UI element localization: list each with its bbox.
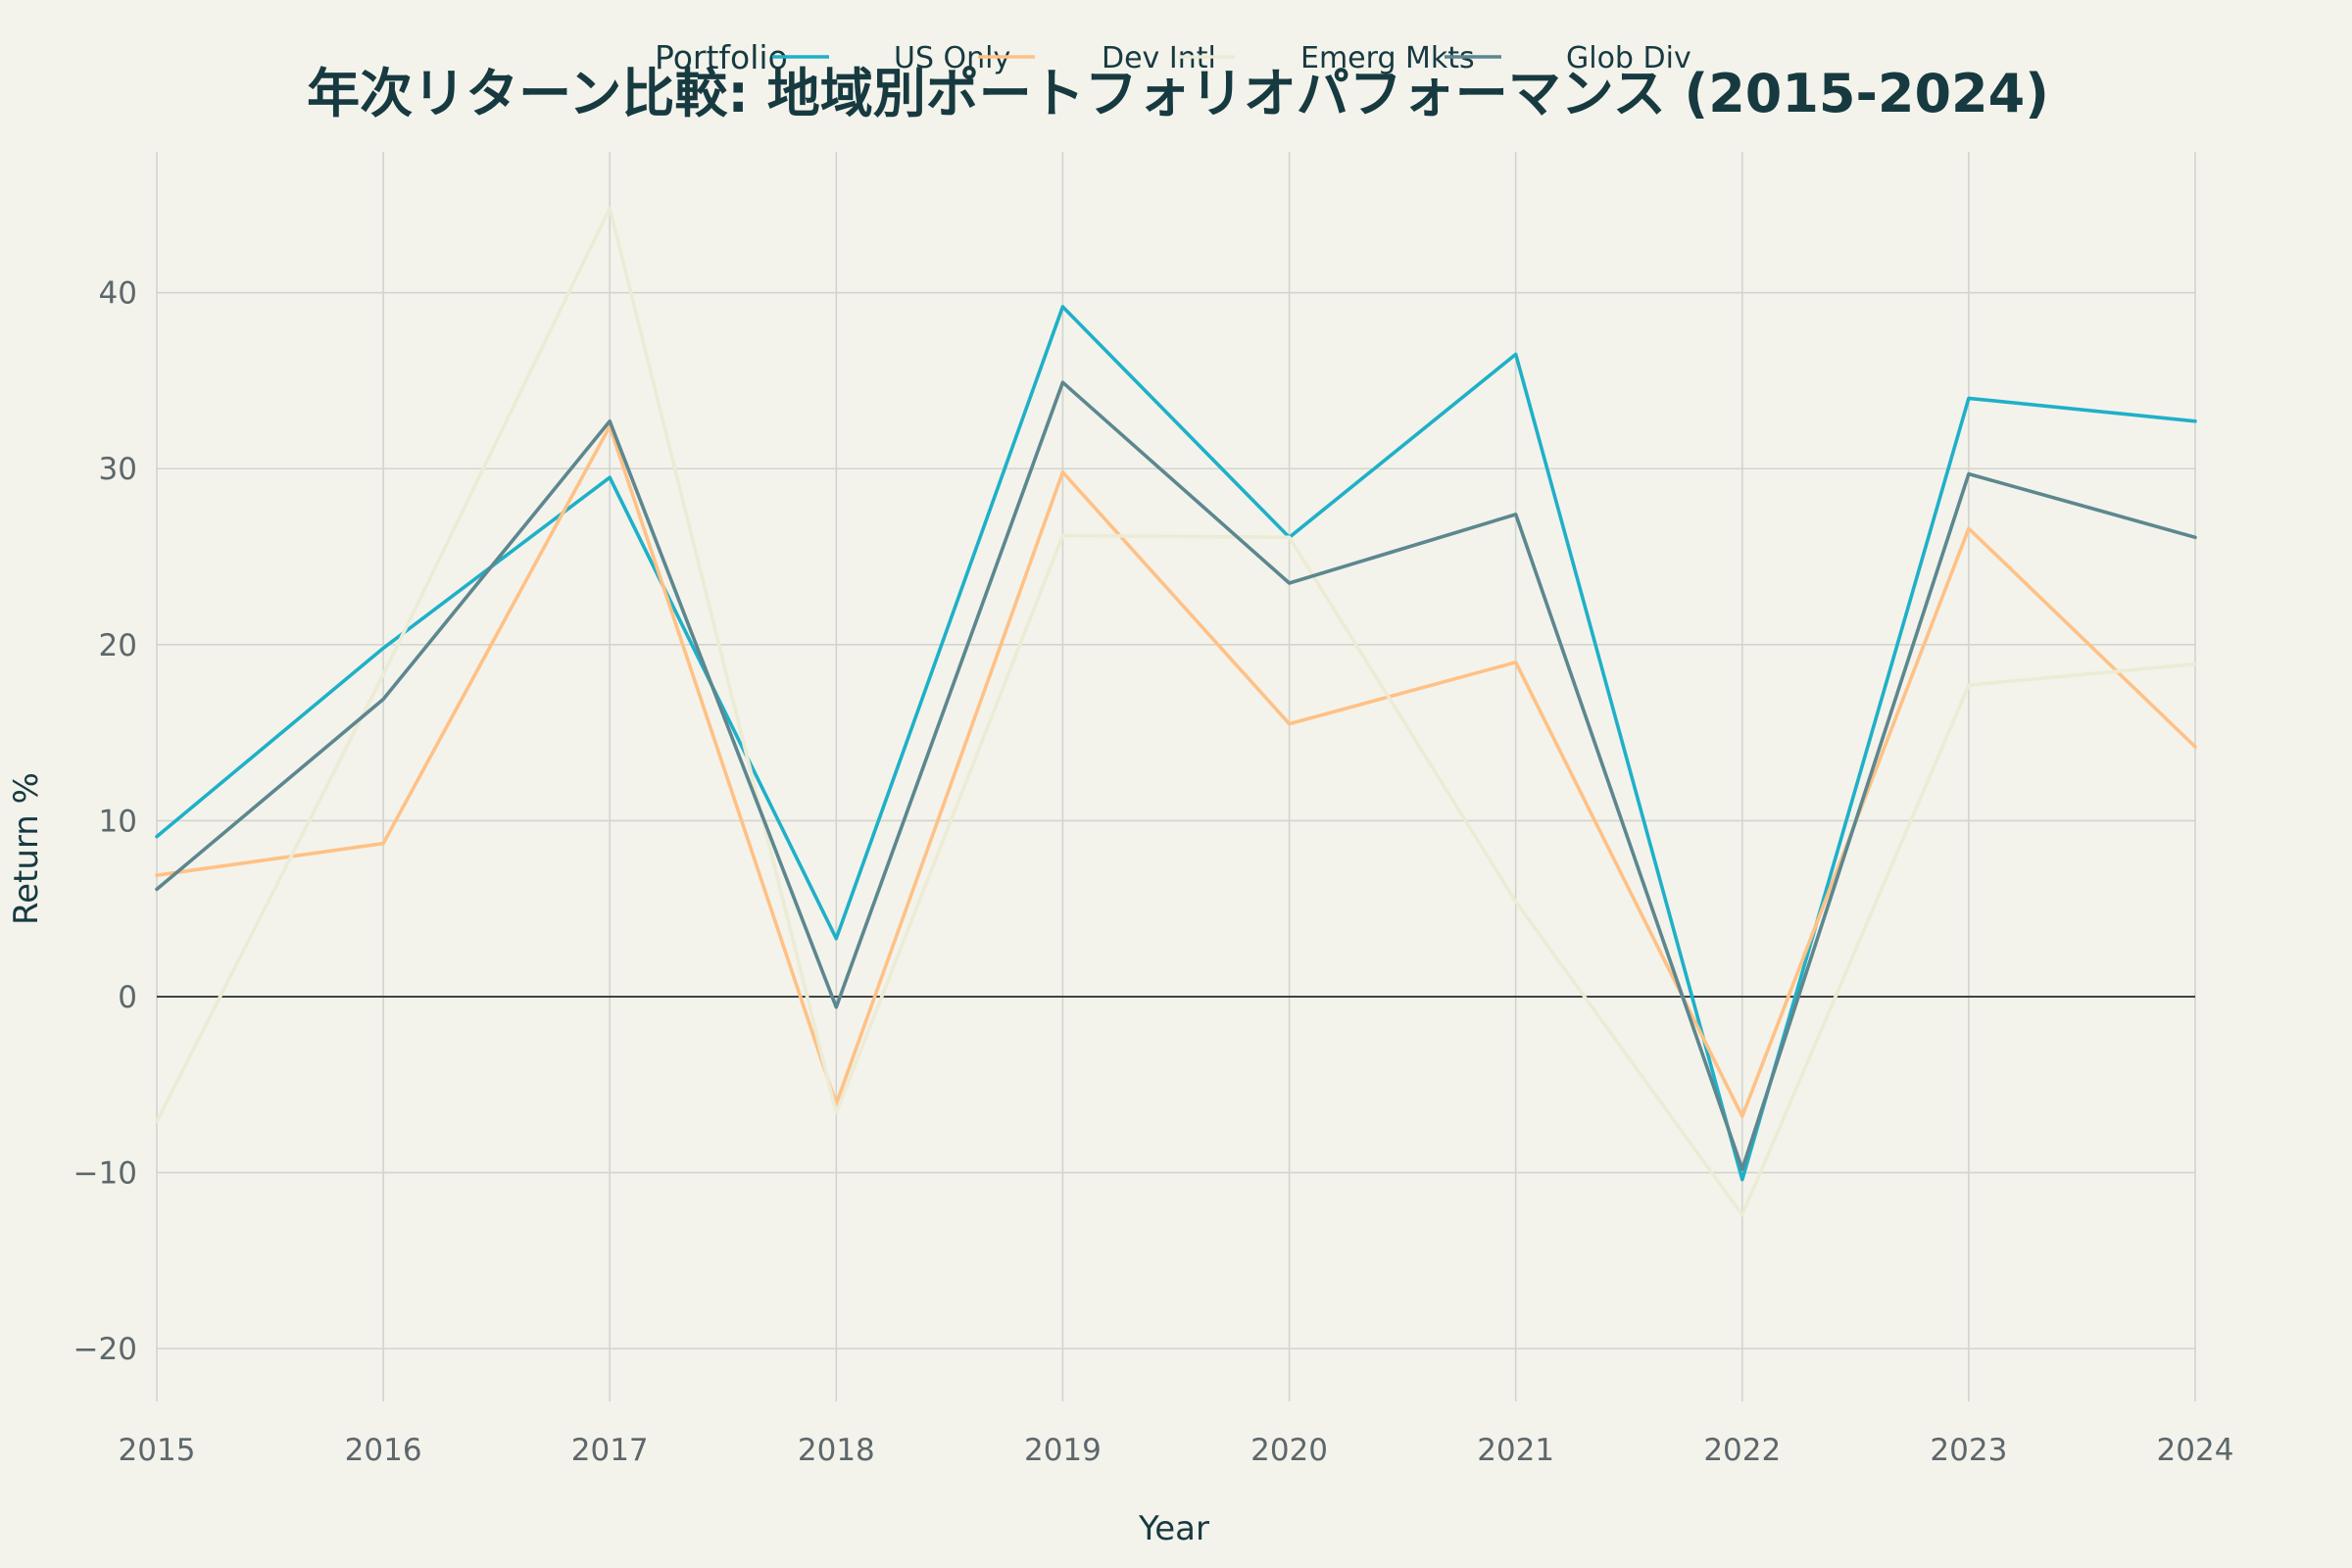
y-axis-title: Return % [7,772,46,925]
x-tick-labels: 2015 2016 2017 2018 2019 2020 2021 2022 2023 2024 [119,1433,2234,1468]
x-tick-label: 2018 [798,1433,875,1468]
x-tick-label: 2020 [1250,1433,1328,1468]
legend-label: Glob Div [1566,41,1691,75]
legend: Portfolio US Only Dev Intl Emerg Mkts Glob … [655,38,1691,76]
series-line-glob-div [155,380,2197,1171]
x-tick-label: 2024 [2157,1433,2234,1468]
x-tick-label: 2016 [345,1433,422,1468]
y-tick-label: 20 [99,628,137,663]
y-tick-label: −10 [74,1156,137,1192]
x-tick-label: 2023 [1930,1433,2007,1468]
y-tick-labels: −20 −10 0 10 20 30 40 [74,276,137,1367]
y-tick-label: 40 [99,276,137,312]
x-tick-label: 2015 [119,1433,196,1468]
y-tick-label: 0 [118,980,137,1015]
x-tick-label: 2021 [1477,1433,1554,1468]
legend-title: Portfolio [655,38,788,76]
series-layer [155,206,2197,1217]
series-line-emerg-mkts [155,206,2197,1217]
chart-title: 年次リターン比較: 地域別ポートフォリオパフォーマンス (2015-2024) [307,63,2049,124]
y-tick-label: 30 [99,452,137,487]
x-tick-label: 2022 [1703,1433,1781,1468]
y-tick-label: −20 [74,1332,137,1367]
x-tick-label: 2017 [571,1433,649,1468]
x-tick-label: 2019 [1024,1433,1102,1468]
y-tick-label: 10 [99,804,137,839]
x-axis-title: Year [1138,1509,1209,1548]
